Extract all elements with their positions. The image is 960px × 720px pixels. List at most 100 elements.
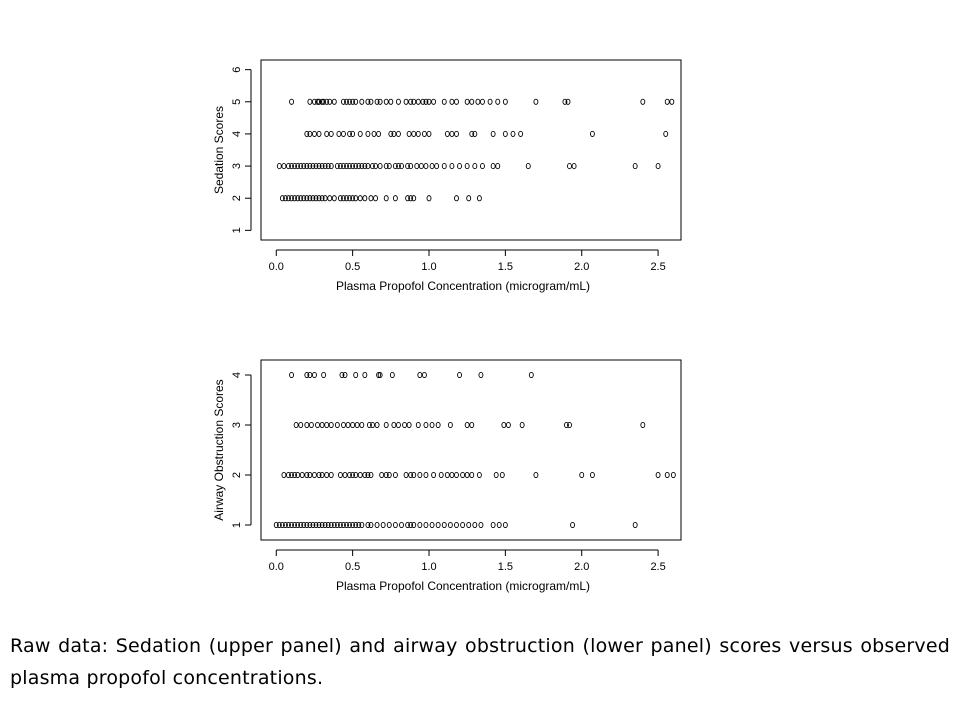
data-point-score-5 (502, 98, 508, 105)
data-point-score-3 (304, 163, 310, 170)
data-point-score-3 (322, 163, 328, 170)
data-point-score-4 (421, 371, 427, 379)
data-point-score-4 (457, 371, 462, 379)
data-point-score-5 (411, 98, 417, 105)
data-point-score-3 (370, 421, 375, 429)
data-point-score-3 (632, 163, 638, 170)
data-point-score-2 (405, 195, 411, 202)
data-point-score-2 (331, 195, 337, 202)
data-point-score-5 (415, 98, 421, 105)
data-point-score-1 (344, 521, 349, 529)
data-point-score-2 (304, 195, 310, 202)
data-point-score-1 (353, 521, 359, 529)
data-point-score-2 (476, 471, 482, 479)
y-tick-label: 6 (231, 67, 243, 73)
data-point-score-4 (502, 130, 508, 137)
data-point-score-5 (441, 98, 447, 105)
data-point-score-1 (496, 521, 502, 529)
data-point-score-1 (341, 521, 346, 529)
data-point-score-3 (359, 163, 365, 170)
data-point-score-3 (402, 421, 408, 429)
data-point-score-2 (342, 471, 348, 479)
data-point-score-3 (304, 421, 310, 429)
data-point-score-5 (420, 98, 426, 105)
data-point-score-2 (423, 471, 429, 479)
data-point-score-2 (341, 195, 346, 202)
data-point-score-1 (298, 521, 304, 529)
x-tick-label: 0.5 (345, 261, 360, 273)
data-point-score-3 (391, 421, 397, 429)
data-point-score-2 (327, 195, 333, 202)
data-point-score-2 (499, 471, 505, 479)
data-point-score-2 (286, 471, 291, 479)
data-point-score-3 (383, 163, 389, 170)
data-point-score-5 (331, 98, 337, 105)
data-point-score-2 (362, 195, 368, 202)
data-point-score-2 (411, 195, 417, 202)
data-point-score-5 (365, 98, 371, 105)
sedation-chart-panel: 0.0 0.5 1.0 1.5 2.0 2.5 Plasma Propofol Concen… (0, 0, 960, 310)
x-tick-label: 2.5 (650, 561, 665, 573)
data-point-score-3 (365, 163, 371, 170)
data-point-score-2 (328, 471, 334, 479)
data-point-score-4 (444, 130, 450, 137)
data-point-score-5 (347, 98, 353, 105)
data-point-score-3 (310, 163, 316, 170)
data-point-score-2 (533, 471, 539, 479)
data-point-score-2 (464, 471, 470, 479)
data-point-score-4 (454, 130, 459, 137)
data-point-score-5 (423, 98, 429, 105)
data-point-score-3 (341, 421, 346, 429)
y-tick-label: 4 (231, 372, 243, 378)
data-point-score-1 (292, 521, 298, 529)
data-point-score-2 (299, 471, 305, 479)
data-point-score-1 (408, 521, 414, 529)
data-point-score-3 (464, 421, 470, 429)
y-tick-label: 4 (231, 131, 243, 137)
data-point-score-3 (293, 421, 299, 429)
data-point-score-3 (655, 163, 661, 170)
data-point-score-4 (289, 371, 294, 379)
plot-frame (260, 359, 682, 541)
data-point-score-2 (426, 195, 432, 202)
data-point-score-1 (386, 521, 392, 529)
data-point-score-3 (366, 421, 372, 429)
data-point-score-4 (321, 371, 327, 379)
data-point-score-2 (438, 471, 444, 479)
data-point-score-5 (565, 98, 571, 105)
data-point-score-3 (423, 421, 429, 429)
data-point-score-3 (457, 163, 462, 170)
data-point-score-2 (417, 471, 423, 479)
data-point-score-4 (518, 130, 524, 137)
data-point-score-1 (316, 521, 322, 529)
data-point-score-4 (316, 130, 322, 137)
y-tick-label: 3 (231, 163, 243, 169)
data-point-score-5 (383, 98, 389, 105)
data-point-score-1 (289, 521, 294, 529)
data-point-score-3 (356, 163, 362, 170)
data-point-score-2 (379, 471, 385, 479)
data-point-score-2 (344, 195, 349, 202)
data-point-score-3 (347, 163, 353, 170)
data-point-score-1 (304, 521, 310, 529)
data-point-score-3 (301, 163, 307, 170)
data-point-score-5 (289, 98, 294, 105)
data-point-score-2 (444, 471, 450, 479)
data-point-score-3 (334, 163, 340, 170)
data-point-score-4 (357, 130, 363, 137)
data-point-score-2 (392, 471, 398, 479)
data-point-score-3 (418, 163, 424, 170)
data-point-score-4 (341, 130, 346, 137)
data-point-score-3 (415, 421, 421, 429)
data-point-score-3 (353, 163, 359, 170)
data-point-score-5 (464, 98, 470, 105)
data-point-score-2 (466, 195, 472, 202)
data-point-score-1 (295, 521, 301, 529)
data-point-score-2 (289, 471, 294, 479)
data-point-score-5 (327, 98, 333, 105)
data-point-score-1 (380, 521, 386, 529)
data-point-score-3 (564, 421, 569, 429)
x-tick-label: 1.5 (498, 261, 513, 273)
data-point-score-3 (295, 163, 301, 170)
data-point-score-4 (307, 130, 313, 137)
